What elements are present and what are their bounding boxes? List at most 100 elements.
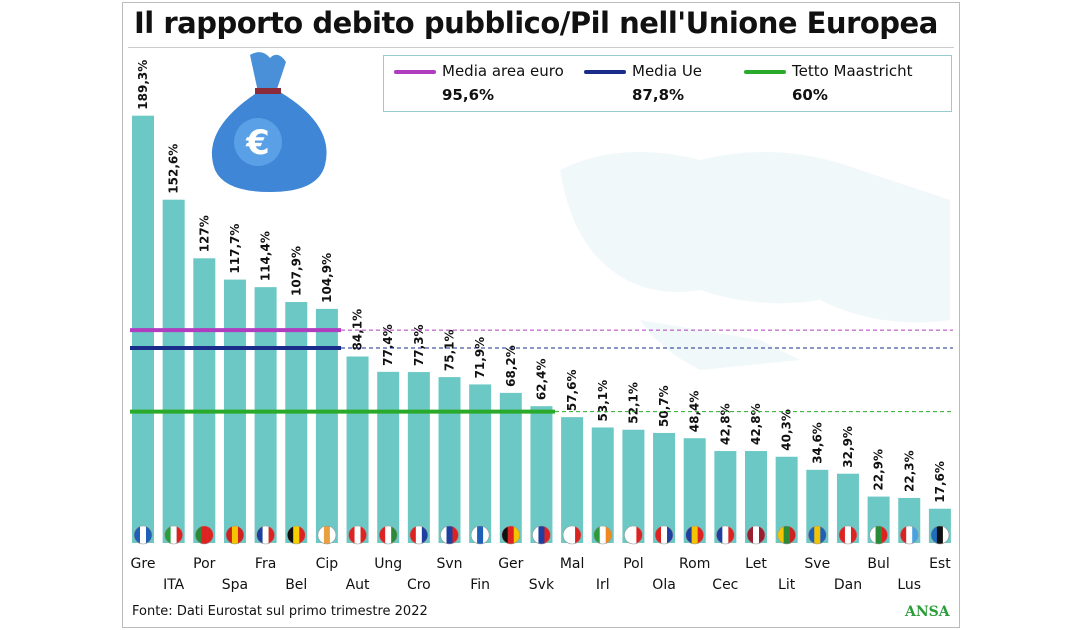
data-label: 53,1% <box>596 380 610 422</box>
bar-let <box>745 451 767 543</box>
data-label: 114,4% <box>259 231 273 281</box>
category-label: Svn <box>436 556 462 572</box>
data-label: 189,3% <box>136 60 150 110</box>
category-label: Ola <box>652 577 676 593</box>
data-label: 48,4% <box>688 391 702 433</box>
data-label: 104,9% <box>320 253 334 303</box>
bar-rom <box>683 438 706 543</box>
legend-item-tetto-maastricht: Tetto Maastricht 60% <box>744 62 913 104</box>
bar-cro <box>407 372 430 543</box>
flag-icon-rom <box>685 525 705 545</box>
flag-icon-ola <box>654 525 674 545</box>
flag-icon-svk <box>532 525 551 545</box>
bar-fin <box>469 384 492 543</box>
category-label: Ger <box>498 556 523 572</box>
bar-cec <box>714 451 737 543</box>
category-label: Lit <box>778 577 796 593</box>
flag-icon-aut <box>348 525 367 545</box>
data-label: 42,8% <box>749 403 763 445</box>
flag-icon-pol <box>624 525 643 545</box>
category-label: Spa <box>222 577 248 593</box>
data-label: 42,8% <box>718 403 732 445</box>
flag-icon-mal <box>562 525 582 545</box>
category-label: Lus <box>897 577 921 593</box>
bar-svn <box>438 377 461 543</box>
flag-icon-est <box>930 525 950 545</box>
flag-icon-por <box>195 525 214 545</box>
flag-icon-lus <box>899 525 919 545</box>
data-label: 22,9% <box>872 449 886 491</box>
bar-mal <box>561 417 584 543</box>
data-label: 71,9% <box>473 337 487 379</box>
legend-item-media-area-euro: Media area euro 95,6% <box>394 62 564 104</box>
legend-value: 87,8% <box>632 86 685 104</box>
legend-swatch <box>744 69 786 74</box>
bar-sve <box>806 469 829 543</box>
legend-swatch <box>584 69 626 74</box>
data-label: 22,3% <box>902 450 916 492</box>
bar-fra <box>254 287 277 543</box>
flag-icon-cro <box>409 525 429 545</box>
flag-icon-sve <box>807 525 827 545</box>
flag-icon-fra <box>256 525 275 545</box>
category-label: Gre <box>131 556 156 572</box>
category-label: Sve <box>804 556 830 572</box>
category-label: Bul <box>867 556 889 572</box>
category-label: Dan <box>834 577 862 593</box>
source-note: Fonte: Dati Eurostat sul primo trimestre… <box>132 604 428 619</box>
category-label: Aut <box>346 577 370 593</box>
bar-dan <box>836 473 859 543</box>
money-bag-euro-icon: € <box>211 52 327 192</box>
data-label: 127% <box>197 215 211 252</box>
flag-icon-spa <box>225 525 245 545</box>
category-label: Fin <box>470 577 490 593</box>
bar-cip <box>315 308 338 543</box>
category-label: Pol <box>623 556 643 572</box>
category-label: ITA <box>163 577 185 593</box>
data-label: 57,6% <box>565 370 579 412</box>
flag-icon-fin <box>470 525 490 545</box>
bar-ger <box>499 392 522 543</box>
category-label: Let <box>745 556 767 572</box>
flag-icon-let <box>746 525 766 545</box>
flag-icon-lit <box>777 525 796 545</box>
data-label: 68,2% <box>504 345 518 387</box>
category-label: Rom <box>679 556 710 572</box>
category-label: Por <box>193 556 216 572</box>
legend-label: Media area euro <box>442 62 564 80</box>
data-label: 117,7% <box>228 224 242 274</box>
category-label: Svk <box>529 577 555 593</box>
flag-icon-cec <box>716 525 735 545</box>
flag-icon-svn <box>440 525 459 545</box>
bar-ola <box>653 432 676 543</box>
category-label: Cro <box>407 577 431 593</box>
svg-text:€: € <box>245 123 270 163</box>
data-label: 17,6% <box>933 461 947 503</box>
flag-icon-gre <box>133 525 153 545</box>
flag-icon-ita <box>164 525 183 545</box>
bar-bel <box>285 302 308 543</box>
category-label: Cip <box>316 556 339 572</box>
bar-pol <box>622 429 645 543</box>
legend-item-media-ue: Media Ue 87,8% <box>584 62 702 104</box>
category-label: Bel <box>285 577 307 593</box>
category-label: Est <box>929 556 951 572</box>
data-label: 40,3% <box>780 409 794 451</box>
category-label: Mal <box>560 556 585 572</box>
flag-icon-ger <box>501 525 521 545</box>
bar-por <box>193 258 216 543</box>
data-label: 75,1% <box>443 329 457 371</box>
flag-icon-bul <box>869 525 888 545</box>
data-label: 52,1% <box>626 382 640 424</box>
legend-label: Media Ue <box>632 62 703 80</box>
bar-svk <box>530 406 553 543</box>
legend-value: 60% <box>792 86 828 104</box>
legend-label: Tetto Maastricht <box>792 62 913 80</box>
flag-icon-dan <box>838 525 858 545</box>
bar-aut <box>346 356 369 543</box>
data-label: 62,4% <box>534 359 548 401</box>
bar-ita <box>162 199 185 543</box>
ansa-logo: ANSA <box>905 604 950 620</box>
data-label: 77,4% <box>381 324 395 366</box>
flag-icon-ung <box>378 525 398 545</box>
